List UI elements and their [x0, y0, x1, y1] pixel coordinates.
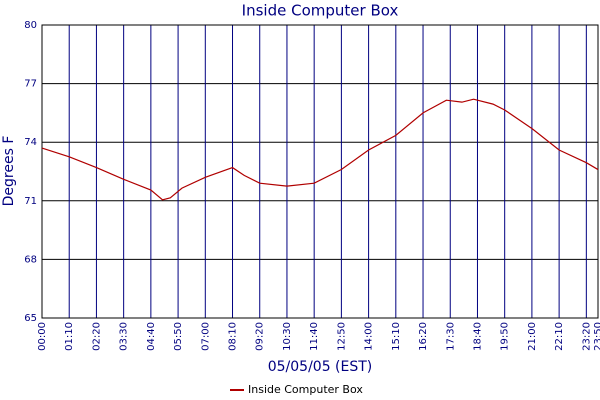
x-tick-label: 23:50: [593, 322, 600, 351]
y-tick-label: 77: [24, 79, 37, 90]
x-tick-label: 14:00: [364, 322, 375, 351]
plot-border: [41, 24, 599, 319]
y-tick-label: 71: [24, 196, 37, 207]
x-tick-label: 00:00: [37, 322, 48, 351]
x-tick-label: 08:10: [228, 322, 239, 351]
legend-label: Inside Computer Box: [248, 383, 363, 396]
x-tick-label: 02:20: [91, 322, 102, 351]
x-tick-label: 03:30: [119, 322, 130, 351]
y-axis-label: Degrees F: [1, 136, 17, 207]
x-tick-label: 19:50: [500, 322, 511, 351]
x-tick-label: 16:20: [418, 322, 429, 351]
x-axis-label: 05/05/05 (EST): [268, 359, 373, 375]
x-tick-label: 05:50: [173, 322, 184, 351]
x-tick-label: 23:20: [581, 322, 592, 351]
x-tick-label: 22:10: [554, 322, 565, 351]
x-tick-label: 15:10: [391, 322, 402, 351]
line: [41, 98, 599, 201]
x-tick-label: 12:50: [336, 322, 347, 351]
x-tick-label: 10:30: [282, 322, 293, 351]
y-tick-label: 65: [24, 313, 37, 324]
y-tick-label: 68: [24, 254, 37, 265]
y-tick-label: 74: [24, 137, 37, 148]
x-tick-label: 18:40: [472, 322, 483, 351]
y-tick-label: 80: [24, 20, 37, 31]
x-tick-label: 17:30: [445, 322, 456, 351]
chart-title: Inside Computer Box: [242, 2, 399, 20]
x-tick-label: 07:00: [200, 322, 211, 351]
x-tick-label: 01:10: [64, 322, 75, 351]
x-tick-label: 21:00: [527, 322, 538, 351]
x-tick-label: 09:20: [255, 322, 266, 351]
x-tick-label: 11:40: [309, 322, 320, 351]
x-tick-label: 04:40: [146, 322, 157, 351]
